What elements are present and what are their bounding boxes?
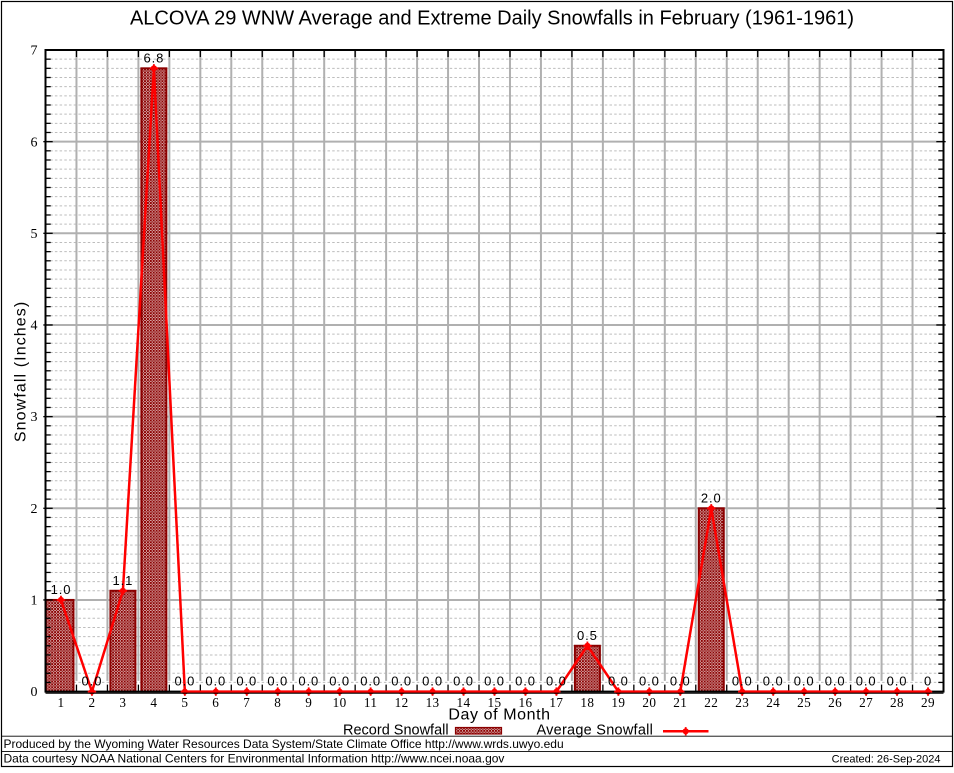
svg-text:0.0: 0.0 <box>546 674 567 689</box>
svg-text:12: 12 <box>395 695 409 710</box>
svg-text:4: 4 <box>150 695 157 710</box>
svg-text:0.5: 0.5 <box>577 628 598 643</box>
svg-text:1.0: 1.0 <box>51 582 72 597</box>
svg-text:0.0: 0.0 <box>82 674 103 689</box>
svg-text:0.0: 0.0 <box>236 674 257 689</box>
svg-text:0.0: 0.0 <box>794 674 815 689</box>
svg-text:7: 7 <box>31 44 38 59</box>
svg-text:6.8: 6.8 <box>143 50 164 65</box>
svg-text:11: 11 <box>364 695 378 710</box>
svg-text:0: 0 <box>31 685 38 700</box>
svg-text:28: 28 <box>890 695 904 710</box>
svg-text:3: 3 <box>119 695 126 710</box>
svg-text:0.0: 0.0 <box>608 674 629 689</box>
svg-text:0.0: 0.0 <box>825 674 846 689</box>
svg-text:Record Snowfall: Record Snowfall <box>343 722 449 738</box>
svg-text:27: 27 <box>859 695 873 710</box>
svg-text:8: 8 <box>274 695 281 710</box>
svg-text:0.0: 0.0 <box>732 674 753 689</box>
svg-text:0.0: 0.0 <box>639 674 660 689</box>
svg-text:18: 18 <box>580 695 594 710</box>
svg-text:23: 23 <box>735 695 749 710</box>
svg-text:1: 1 <box>57 695 64 710</box>
svg-text:0.0: 0.0 <box>887 674 908 689</box>
svg-text:22: 22 <box>704 695 718 710</box>
svg-text:0.0: 0.0 <box>670 674 691 689</box>
svg-text:17: 17 <box>549 695 563 710</box>
svg-text:2.0: 2.0 <box>701 490 722 505</box>
svg-text:9: 9 <box>305 695 312 710</box>
svg-text:2: 2 <box>88 695 95 710</box>
svg-text:25: 25 <box>797 695 811 710</box>
svg-text:0.0: 0.0 <box>422 674 443 689</box>
svg-text:5: 5 <box>31 227 38 242</box>
svg-text:Day of Month: Day of Month <box>448 707 550 724</box>
svg-text:29: 29 <box>921 695 935 710</box>
svg-text:21: 21 <box>673 695 687 710</box>
svg-text:1: 1 <box>31 594 38 609</box>
svg-text:1.1: 1.1 <box>113 573 134 588</box>
svg-text:0: 0 <box>924 674 932 689</box>
svg-text:Data courtesy NOAA National Ce: Data courtesy NOAA National Centers for … <box>4 752 505 766</box>
svg-text:15: 15 <box>488 695 502 710</box>
svg-text:10: 10 <box>333 695 347 710</box>
svg-text:5: 5 <box>181 695 188 710</box>
svg-text:0.0: 0.0 <box>484 674 505 689</box>
svg-text:0.0: 0.0 <box>856 674 877 689</box>
svg-text:6: 6 <box>212 695 219 710</box>
svg-text:0.0: 0.0 <box>174 674 195 689</box>
svg-text:0.0: 0.0 <box>453 674 474 689</box>
svg-text:Snowfall (Inches): Snowfall (Inches) <box>13 301 30 442</box>
svg-text:26: 26 <box>828 695 842 710</box>
svg-text:24: 24 <box>766 695 780 710</box>
svg-text:0.0: 0.0 <box>205 674 226 689</box>
svg-text:Created: 26-Sep-2024: Created: 26-Sep-2024 <box>832 754 941 766</box>
svg-text:6: 6 <box>31 135 38 150</box>
svg-text:0.0: 0.0 <box>515 674 536 689</box>
svg-text:20: 20 <box>642 695 656 710</box>
svg-text:0.0: 0.0 <box>391 674 412 689</box>
svg-text:0.0: 0.0 <box>329 674 350 689</box>
svg-text:0.0: 0.0 <box>763 674 784 689</box>
svg-text:7: 7 <box>243 695 250 710</box>
svg-text:3: 3 <box>31 410 38 425</box>
svg-text:0.0: 0.0 <box>298 674 319 689</box>
svg-text:14: 14 <box>457 695 471 710</box>
svg-text:0.0: 0.0 <box>267 674 288 689</box>
svg-text:Produced by the Wyoming Water: Produced by the Wyoming Water Resources … <box>4 737 564 751</box>
svg-text:19: 19 <box>611 695 625 710</box>
svg-text:13: 13 <box>426 695 440 710</box>
svg-text:ALCOVA 29 WNW Average and Extr: ALCOVA 29 WNW Average and Extreme Daily … <box>130 8 854 30</box>
svg-text:0.0: 0.0 <box>360 674 381 689</box>
svg-text:4: 4 <box>31 319 38 334</box>
svg-text:16: 16 <box>518 695 532 710</box>
svg-text:2: 2 <box>31 502 38 517</box>
svg-text:Average Snowfall: Average Snowfall <box>537 722 654 738</box>
